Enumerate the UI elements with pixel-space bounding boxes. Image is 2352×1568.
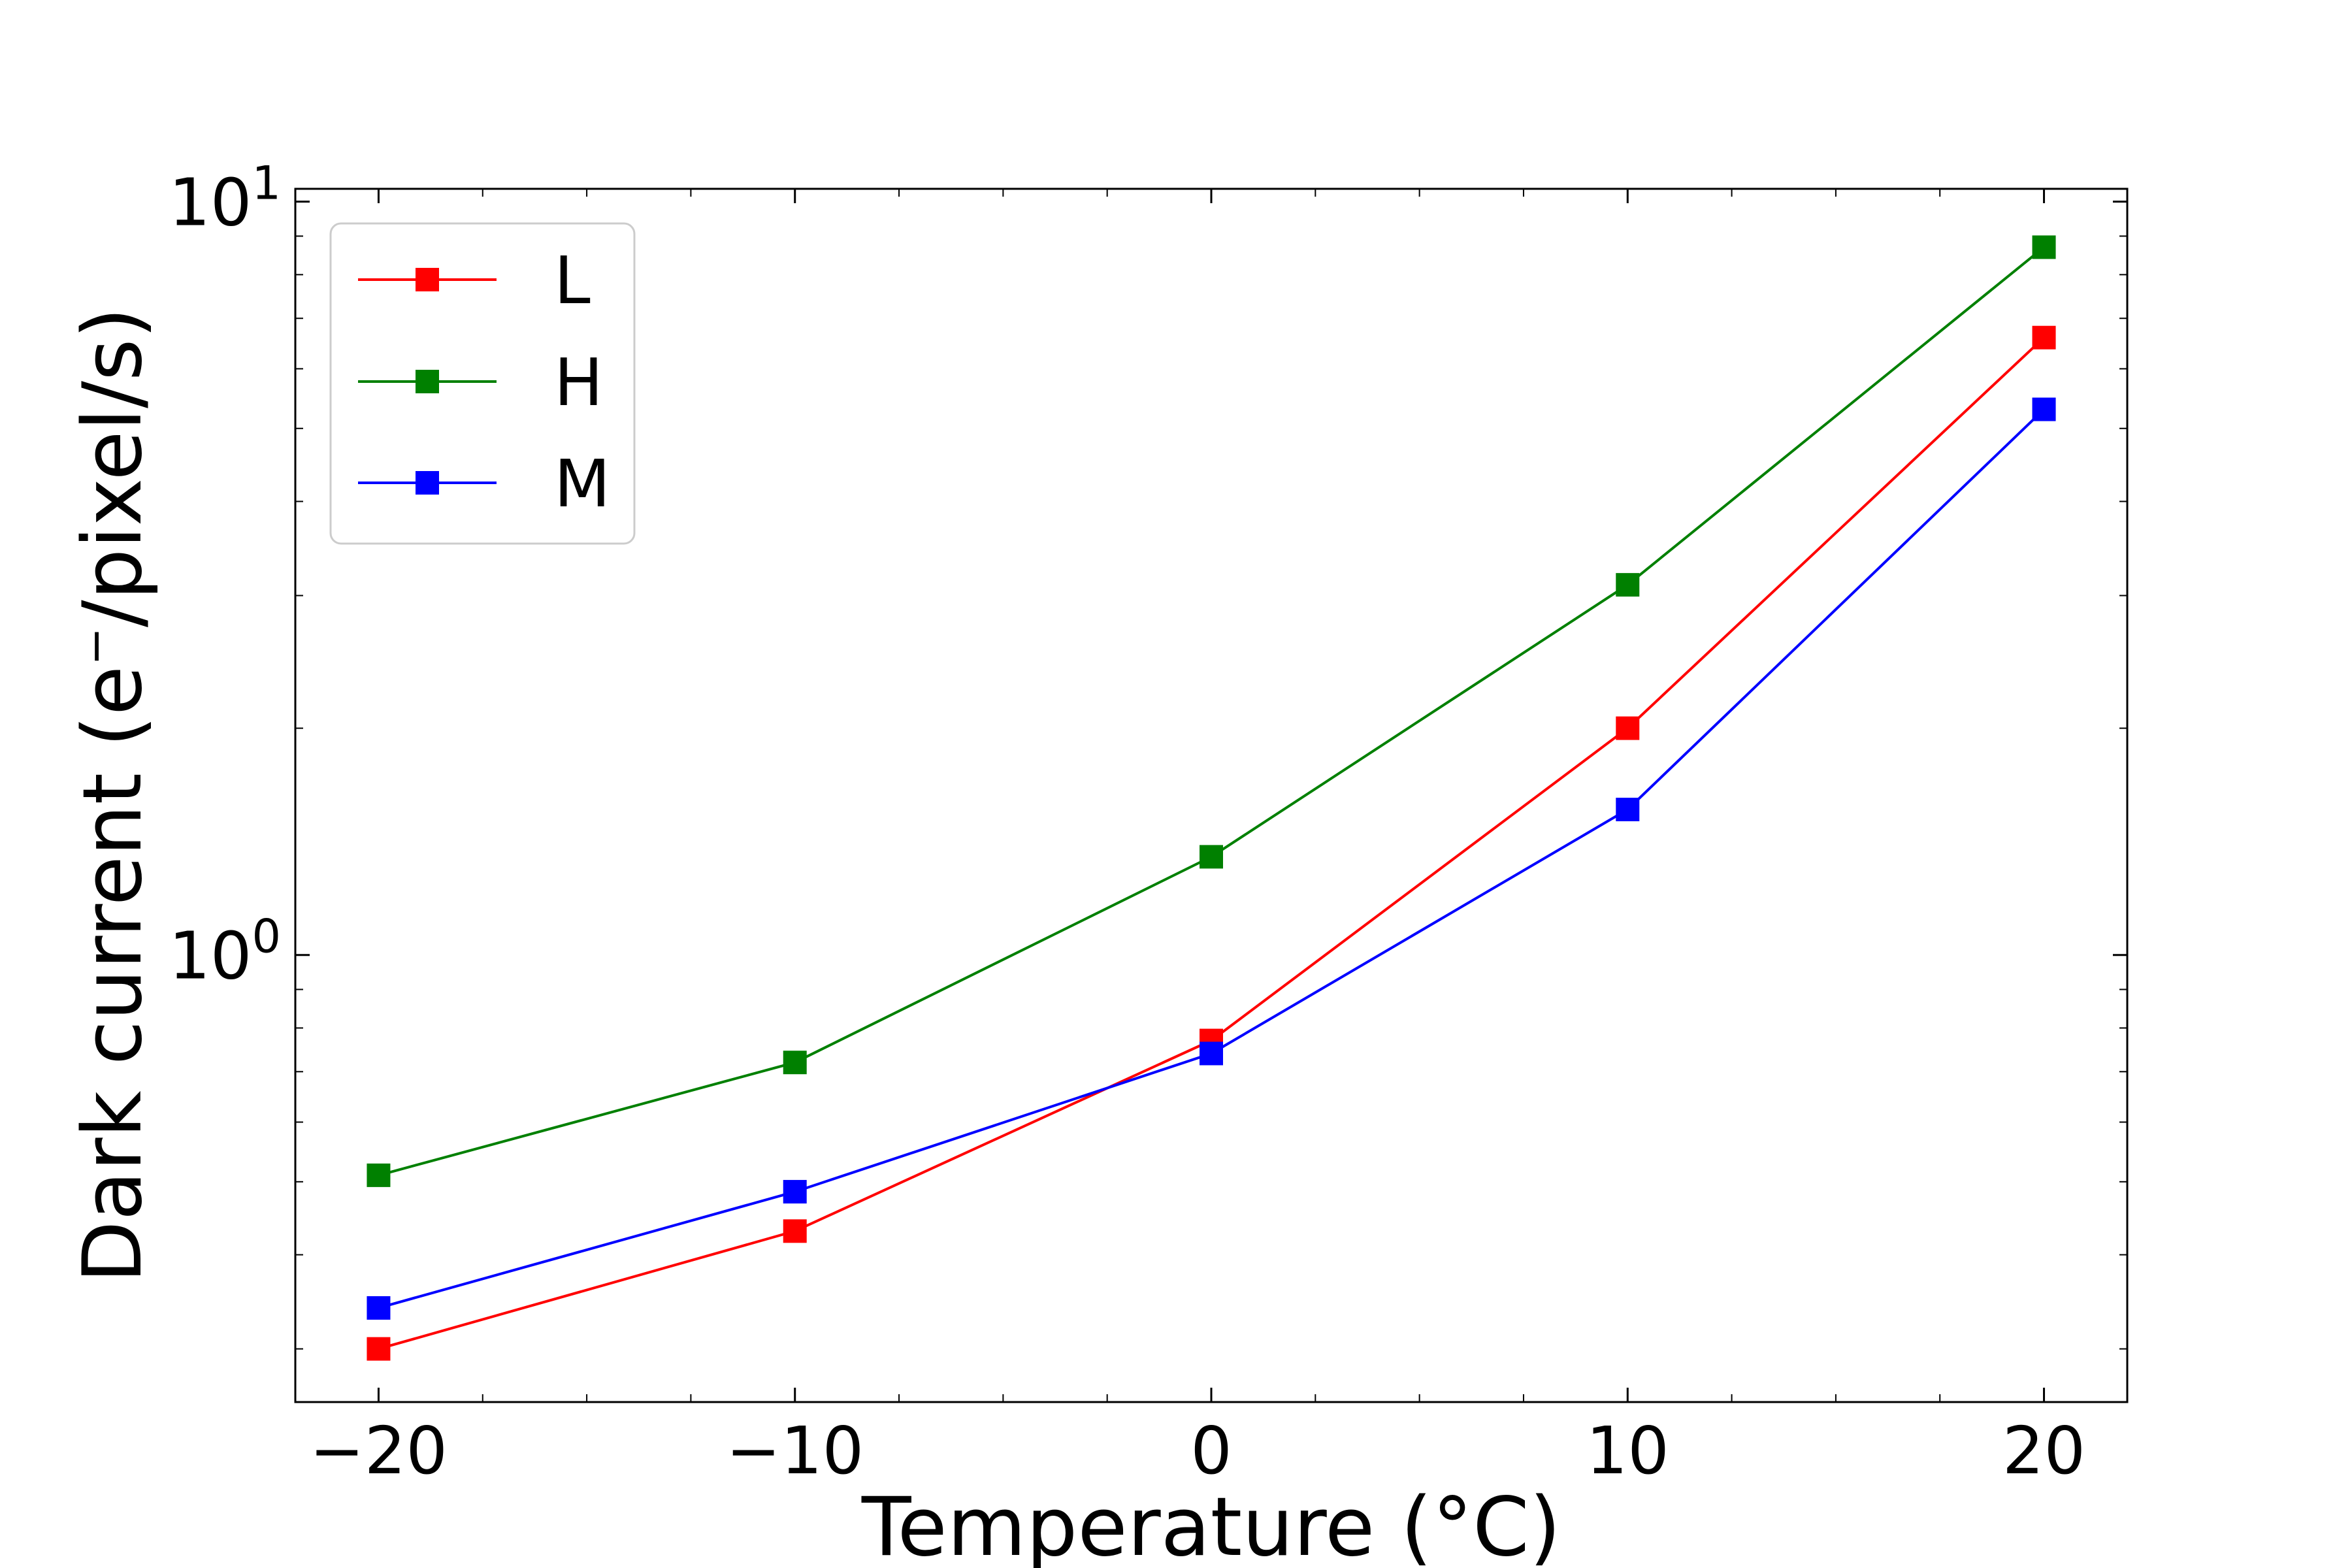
y-axis-title-main: Dark current (e xyxy=(66,666,160,1283)
series-l-point xyxy=(1616,716,1640,740)
y-axis-title-sup: − xyxy=(69,627,122,666)
legend-marker-m xyxy=(416,471,439,495)
x-tick-label: −10 xyxy=(726,1413,864,1489)
y-axis-title-tail: /pixel/s) xyxy=(66,307,160,627)
x-tick-label: 10 xyxy=(1586,1413,1669,1489)
series-h-point xyxy=(2032,235,2056,259)
x-tick-label: 20 xyxy=(2002,1413,2085,1489)
y-tick-label: 100 xyxy=(169,910,281,994)
legend-label-m: M xyxy=(554,446,610,522)
y-axis-title: Dark current (e−/pixel/s) xyxy=(66,307,160,1283)
ticks-layer: −20 −10 0 10 20 100 101 xyxy=(169,157,2127,1489)
legend-marker-l xyxy=(416,268,439,291)
y-tick-label: 101 xyxy=(169,157,281,241)
x-axis-title: Temperature (°C) xyxy=(861,1480,1561,1568)
series-h-point xyxy=(1616,573,1640,597)
series-h-point xyxy=(783,1051,807,1075)
legend-entry-m: M xyxy=(358,446,610,522)
legend-label-l: L xyxy=(554,242,591,319)
series-m-point xyxy=(2032,397,2056,421)
legend-entries: LHM xyxy=(358,242,610,522)
legend: LHM xyxy=(329,222,636,545)
series-m-point xyxy=(367,1296,391,1320)
legend-entry-h: H xyxy=(358,344,603,421)
plot-area-frame xyxy=(294,188,2129,1403)
legend-box xyxy=(329,222,636,545)
series-m-point xyxy=(783,1180,807,1204)
legend-label-h: H xyxy=(554,344,603,421)
x-tick-label: 0 xyxy=(1190,1413,1232,1489)
series-layer xyxy=(367,235,2056,1361)
series-m xyxy=(367,397,2056,1320)
series-h xyxy=(367,235,2056,1187)
series-l-point xyxy=(2032,325,2056,350)
series-l-point xyxy=(783,1219,807,1243)
series-m-point xyxy=(1200,1041,1223,1066)
series-h-point xyxy=(1200,845,1223,869)
x-tick-label: −20 xyxy=(310,1413,448,1489)
legend-entry-l: L xyxy=(358,242,591,319)
series-l-point xyxy=(367,1337,391,1361)
legend-marker-h xyxy=(416,370,439,393)
series-h-point xyxy=(367,1163,391,1187)
series-m-point xyxy=(1616,798,1640,822)
